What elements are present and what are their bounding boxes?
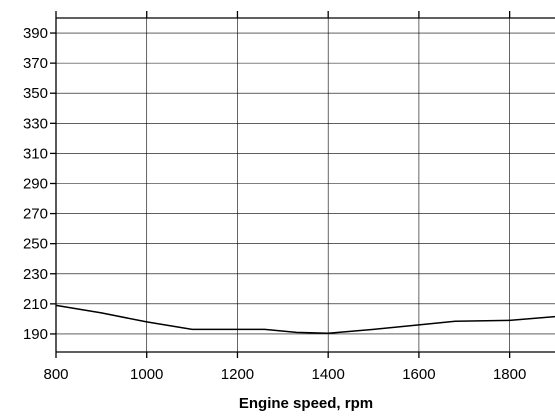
y-tick-label-370: 370 xyxy=(23,55,48,72)
y-tick-label-250: 250 xyxy=(23,236,48,253)
series xyxy=(55,304,555,334)
x-tick-label-1200: 1200 xyxy=(221,366,254,383)
x-tick-label-1000: 1000 xyxy=(130,366,163,383)
y-tick-label-290: 290 xyxy=(23,175,48,192)
y-tick-label-350: 350 xyxy=(23,85,48,102)
x-axis-title: Engine speed, rpm xyxy=(239,395,373,412)
x-tick-label-1800: 1800 xyxy=(493,366,526,383)
y-tick-label-230: 230 xyxy=(23,266,48,283)
axes xyxy=(55,17,555,353)
y-tick-label-270: 270 xyxy=(23,206,48,223)
grid-lines xyxy=(55,18,555,352)
y-tick-label-190: 190 xyxy=(23,326,48,343)
x-tick-label-1600: 1600 xyxy=(402,366,435,383)
y-tick-label-210: 210 xyxy=(23,296,48,313)
y-tick-label-310: 310 xyxy=(23,145,48,162)
series-line-0 xyxy=(55,304,555,334)
tick-labels: 190 210 230 250 270 290 310 330 350 370 390 800 1000… xyxy=(23,25,526,383)
tick-marks xyxy=(50,11,511,358)
y-tick-label-390: 390 xyxy=(23,25,48,42)
x-tick-label-1400: 1400 xyxy=(311,366,344,383)
y-tick-label-330: 330 xyxy=(23,115,48,132)
x-tick-label-800: 800 xyxy=(43,366,68,383)
